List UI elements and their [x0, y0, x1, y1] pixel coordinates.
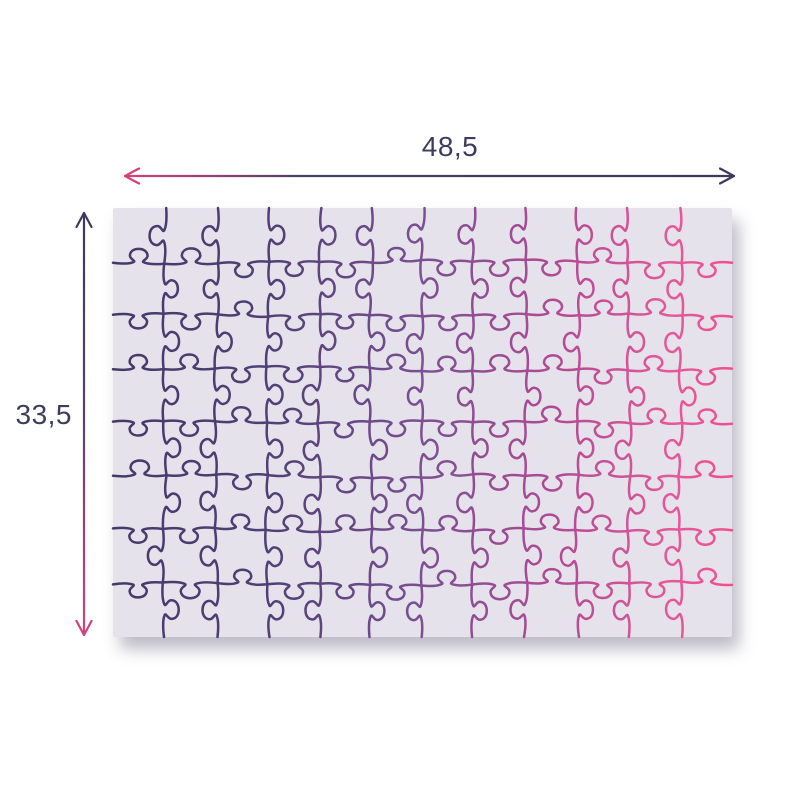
- height-arrow: [75, 211, 93, 637]
- horizontal-cut-line: [111, 353, 734, 386]
- horizontal-cut-line: [111, 567, 734, 601]
- horizontal-cut-line: [111, 459, 734, 494]
- right-arrowhead-icon: [718, 167, 736, 185]
- vertical-cut-line: [405, 206, 440, 639]
- left-arrowhead-icon: [123, 167, 141, 185]
- width-dimension-label: 48,5: [421, 131, 479, 162]
- horizontal-cut-line: [111, 298, 734, 333]
- up-arrowhead-icon: [75, 211, 93, 229]
- width-arrow: [123, 167, 736, 185]
- horizontal-cut-line: [111, 513, 734, 546]
- vertical-cut-line: [146, 206, 182, 639]
- down-arrowhead-icon: [75, 619, 93, 637]
- horizontal-cut-line: [111, 246, 734, 280]
- height-dimension-label: 33,5: [15, 399, 72, 430]
- puzzle-cut-lines: [111, 206, 734, 639]
- horizontal-cut-line: [111, 405, 734, 439]
